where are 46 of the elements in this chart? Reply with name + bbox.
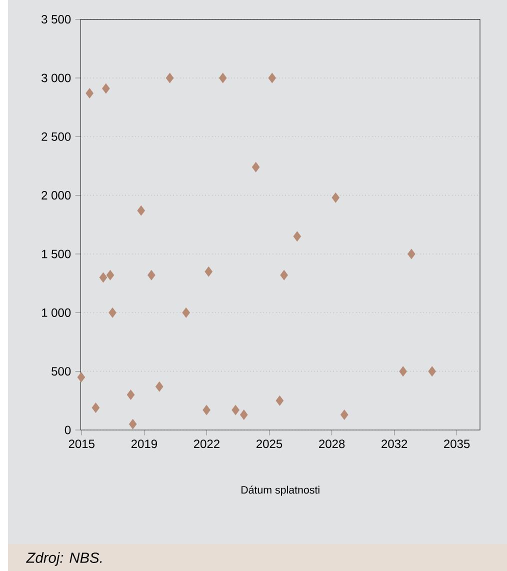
point xyxy=(268,72,276,84)
point xyxy=(92,402,100,413)
point xyxy=(108,308,116,318)
point xyxy=(155,382,164,392)
point xyxy=(332,192,340,203)
x-tick-label: 2022 xyxy=(194,440,220,448)
y-tick-label: 3 000 xyxy=(42,74,71,82)
point xyxy=(86,88,94,98)
x-tick-label: 2019 xyxy=(131,440,157,448)
text: Zdroj: NBS. xyxy=(26,552,102,566)
y-tick-label: 1 000 xyxy=(42,308,71,317)
point xyxy=(102,83,110,94)
point xyxy=(99,272,108,283)
point xyxy=(166,72,174,84)
y-tick-label: 2 000 xyxy=(42,191,71,200)
point xyxy=(232,404,240,416)
x-tick-label: 2015 xyxy=(68,440,94,448)
point xyxy=(340,410,348,420)
point xyxy=(276,396,284,406)
x-tick-label: 2035 xyxy=(444,440,470,448)
point xyxy=(252,162,260,172)
point xyxy=(148,270,156,280)
point xyxy=(182,308,190,318)
x-tick-label: 2032 xyxy=(382,440,408,448)
y-tick-label: 3 500 xyxy=(42,15,71,24)
x-tick-label: 2025 xyxy=(256,440,282,448)
point xyxy=(240,410,248,420)
point xyxy=(408,248,416,260)
point xyxy=(128,419,137,430)
point xyxy=(280,270,288,280)
point xyxy=(399,366,407,376)
point xyxy=(126,390,135,400)
x-axis-title: Dátum splatnosti xyxy=(242,486,320,496)
point xyxy=(202,404,210,416)
point xyxy=(218,72,227,84)
point xyxy=(293,231,302,242)
x-tick-label: 2028 xyxy=(319,440,345,448)
y-tick-label: 500 xyxy=(52,367,71,376)
y-tick-label: 2 500 xyxy=(42,132,71,141)
y-tick-label: 1 500 xyxy=(42,250,71,258)
point xyxy=(137,205,145,216)
point xyxy=(428,366,436,376)
point xyxy=(204,266,212,277)
y-tick-label: 0 xyxy=(64,426,71,434)
point xyxy=(77,372,86,382)
point xyxy=(106,270,114,280)
